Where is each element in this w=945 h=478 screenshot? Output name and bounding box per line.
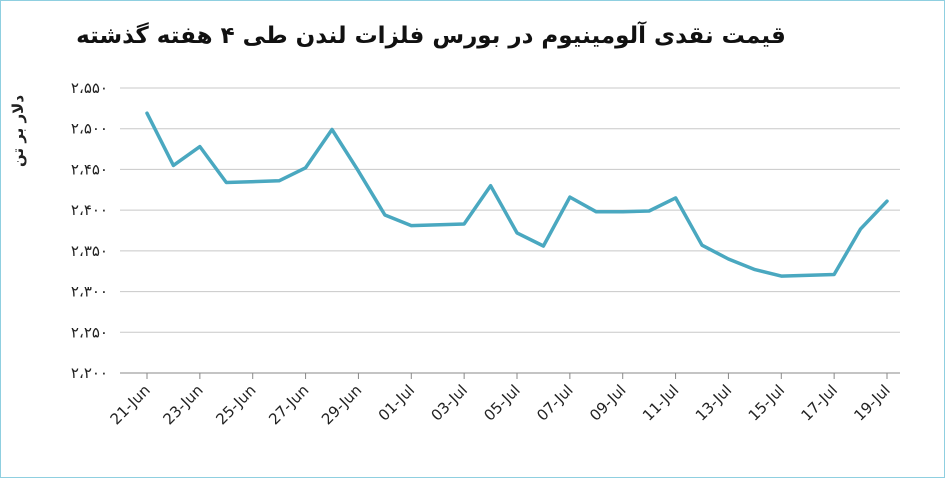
x-tick-label: 19-Jul [850,381,893,424]
y-tick-label: ۲،۳۰۰ [71,283,108,301]
grid-lines [120,87,900,374]
y-tick-label: ۲،۴۰۰ [71,201,108,219]
x-tick-label: 01-Jul [375,381,418,424]
y-tick-label: ۲،۲۰۰ [71,364,108,382]
y-tick-label: ۲،۲۵۰ [71,323,108,341]
x-tick-label: 17-Jul [798,381,841,424]
y-tick-label: ۲،۴۵۰ [71,160,108,178]
y-tick-label: ۲،۵۰۰ [71,120,108,138]
x-tick-label: 07-Jul [533,381,576,424]
x-tick-label: 13-Jul [692,381,735,424]
x-tick-label: 27-Jun [265,381,312,428]
y-tick-label: ۲،۵۵۰ [71,79,108,97]
x-tick-label: 03-Jul [428,381,471,424]
x-tick-label: 15-Jul [745,381,788,424]
y-tick-labels: ۲،۲۰۰ ۲،۲۵۰ ۲،۳۰۰ ۲،۳۵۰ ۲،۴۰۰ ۲،۴۵۰ ۲،۵۰۰ ۲،۵۵۰ [71,79,108,382]
series-layer [145,111,889,278]
x-tick-labels: 21-Jun 23-Jun 25-Jun 27-Jun 29-Jun 01-Jul 03-J… [107,373,894,428]
x-tick-label: 11-Jul [639,381,682,424]
x-tick-label: 25-Jun [212,381,259,428]
x-tick-label: 23-Jun [159,381,206,428]
x-tick-label: 05-Jul [480,381,523,424]
x-tick-label: 21-Jun [107,381,154,428]
x-tick-label: 29-Jun [318,381,365,428]
chart-title: قیمت نقدی آلومینیوم در بورس فلزات لندن ط… [76,23,786,49]
y-tick-label: ۲،۳۵۰ [71,242,108,260]
series-line [145,111,889,278]
x-tick-label: 09-Jul [586,381,629,424]
